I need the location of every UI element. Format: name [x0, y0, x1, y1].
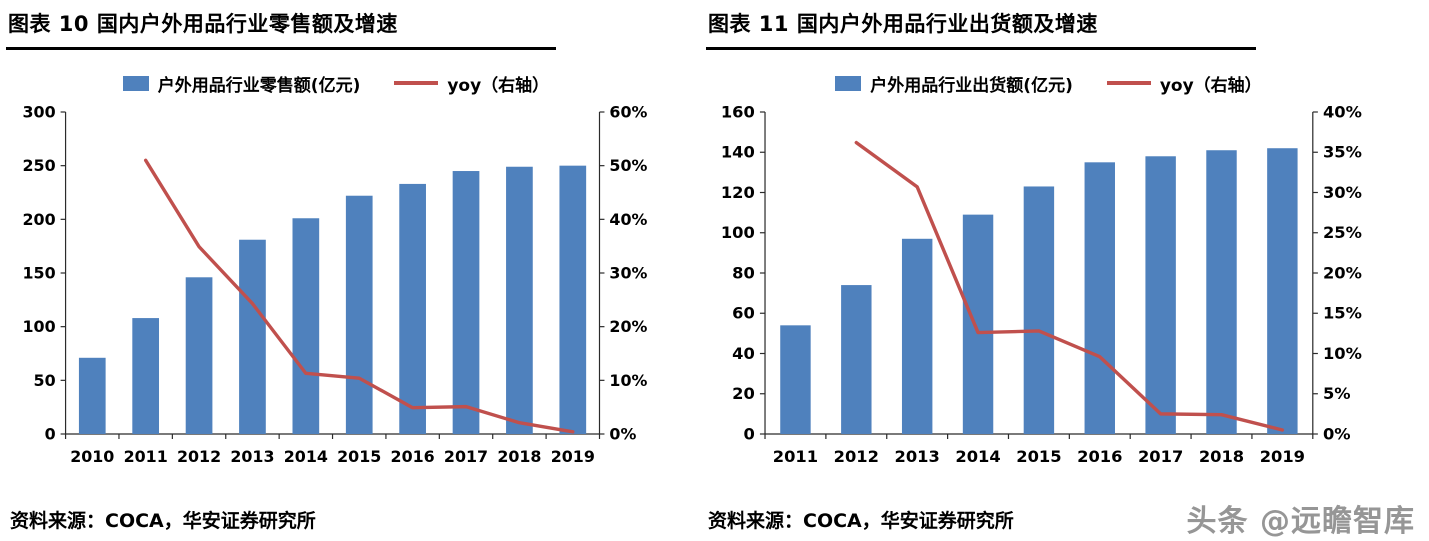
- x-axis-tick-label: 2011: [773, 447, 818, 466]
- legend-label-retail-bars: 户外用品行业零售额(亿元): [157, 75, 361, 96]
- legend-label-shipment-bars: 户外用品行业出货额(亿元): [870, 75, 1073, 96]
- legend-item-shipment-yoy: yoy（右轴）: [1106, 71, 1262, 96]
- bar-2016: [1084, 162, 1115, 434]
- right-axis-tick-label: 20%: [1323, 264, 1362, 283]
- bar-2017: [452, 171, 480, 434]
- yoy-line: [143, 158, 575, 434]
- retail-chart-svg: 0 50 100 150 200 250 300 0% 10% 20% 30% 40% 50% 60% 20…: [23, 102, 648, 466]
- bar-2014: [292, 218, 320, 434]
- left-axis-tick-label: 100: [23, 317, 56, 336]
- legend-item-retail-yoy: yoy（右轴）: [394, 71, 549, 96]
- right-axis-tick-label: 35%: [1323, 143, 1362, 162]
- legend-label-retail-yoy: yoy（右轴）: [447, 75, 550, 96]
- bar-2013: [901, 238, 933, 434]
- x-axis-tick-label: 2013: [230, 447, 274, 466]
- x-axis-tick-label: 2014: [955, 447, 1000, 466]
- left-axis-tick-label: 100: [721, 223, 755, 242]
- right-axis-tick-label: 40%: [609, 210, 647, 229]
- x-axis-tick-label: 2016: [391, 447, 435, 466]
- yoy-line: [854, 140, 1285, 432]
- x-axis-tick-label: 2015: [337, 447, 381, 466]
- bar-2016: [399, 183, 426, 434]
- bar-2015: [345, 195, 373, 434]
- bar-2011: [780, 325, 811, 434]
- x-axis-tick-label: 2012: [834, 447, 879, 466]
- x-axis-tick-label: 2014: [284, 447, 328, 466]
- shipment-chart-svg: 0 20 40 60 80 100 120 140 160 0% 5% 10% 15% 20% 25% 30%…: [721, 103, 1362, 466]
- left-axis-tick-label: 300: [23, 102, 56, 121]
- left-axis-tick-label: 80: [732, 264, 755, 283]
- x-axis-tick-label: 2017: [1138, 447, 1183, 466]
- bar-2019: [559, 165, 587, 434]
- bar-series-swatch: [122, 75, 149, 91]
- retail-chart-legend: 户外用品行业零售额(亿元) yoy（右轴）: [6, 70, 666, 96]
- figure-shipment-source: 资料来源：COCA，华安证券研究所: [708, 510, 1014, 532]
- x-axis-tick-label: 2018: [497, 447, 541, 466]
- line-series-swatch: [1106, 81, 1151, 85]
- right-axis-tick-label: 30%: [1323, 183, 1362, 202]
- x-axis-tick-label: 2019: [551, 447, 595, 466]
- figure-retail-title: 图表 10 国内户外用品行业零售额及增速: [6, 0, 556, 50]
- left-axis-tick-label: 200: [23, 210, 56, 229]
- left-axis-tick-label: 120: [721, 183, 755, 202]
- left-axis-tick-label: 150: [23, 263, 56, 282]
- x-axis-tick-label: 2015: [1016, 447, 1061, 466]
- right-axis-tick-label: 10%: [1323, 344, 1362, 363]
- bar-2015: [1023, 186, 1055, 434]
- bar-2011: [132, 318, 160, 434]
- legend-label-shipment-yoy: yoy（右轴）: [1159, 75, 1262, 96]
- bar-2017: [1145, 156, 1176, 434]
- left-axis-tick-label: 40: [732, 344, 755, 363]
- x-axis-tick-label: 2017: [444, 447, 488, 466]
- line-series-swatch: [394, 81, 439, 85]
- right-axis-tick-label: 15%: [1323, 304, 1362, 323]
- legend-item-retail-bars: 户外用品行业零售额(亿元): [122, 71, 361, 96]
- bar-2018: [506, 166, 533, 434]
- x-axis-tick-label: 2012: [177, 447, 221, 466]
- left-axis-tick-label: 50: [34, 371, 56, 390]
- legend-item-shipment-bars: 户外用品行业出货额(亿元): [835, 71, 1073, 96]
- bar-2018: [1206, 150, 1237, 435]
- left-axis-tick-label: 0: [45, 424, 56, 443]
- x-axis-tick-label: 2016: [1077, 447, 1122, 466]
- right-axis-tick-label: 0%: [609, 424, 636, 443]
- bar-2012: [841, 285, 872, 434]
- left-axis-tick-label: 60: [732, 304, 755, 323]
- figure-shipment-title: 图表 11 国内户外用品行业出货额及增速: [706, 0, 1256, 50]
- right-axis-tick-label: 60%: [609, 102, 647, 121]
- right-axis-tick-label: 40%: [1323, 103, 1362, 122]
- bar-series-swatch: [835, 75, 862, 91]
- left-axis-tick-label: 20: [732, 384, 755, 403]
- right-axis-tick-label: 20%: [609, 317, 647, 336]
- bar-2012: [185, 277, 213, 434]
- bar-2013: [239, 239, 266, 434]
- right-axis-tick-label: 50%: [609, 156, 647, 175]
- left-axis-tick-label: 0: [744, 425, 755, 444]
- right-axis-tick-label: 30%: [609, 263, 647, 282]
- x-axis-tick-label: 2019: [1260, 447, 1305, 466]
- figure-retail-source: 资料来源：COCA，华安证券研究所: [10, 510, 316, 532]
- bar-2019: [1267, 148, 1298, 434]
- x-axis-tick-label: 2011: [124, 447, 168, 466]
- right-axis-tick-label: 10%: [609, 371, 647, 390]
- left-axis-tick-label: 140: [721, 143, 755, 162]
- watermark: 头条 @远瞻智库: [1186, 504, 1415, 539]
- bar-2010: [78, 357, 106, 434]
- x-axis-tick-label: 2018: [1199, 447, 1244, 466]
- figure-retail: 图表 10 国内户外用品行业零售额及增速 户外用品行业零售额(亿元) yoy（右…: [6, 0, 666, 532]
- x-axis-tick-label: 2013: [895, 447, 940, 466]
- right-axis-tick-label: 5%: [1323, 384, 1351, 403]
- x-axis-tick-label: 2010: [70, 447, 114, 466]
- right-axis-tick-label: 25%: [1323, 223, 1362, 242]
- bar-2014: [962, 214, 994, 434]
- right-axis-tick-label: 0%: [1323, 425, 1351, 444]
- figure-shipment: 图表 11 国内户外用品行业出货额及增速 户外用品行业出货额(亿元) yoy（右…: [706, 0, 1391, 532]
- shipment-chart-legend: 户外用品行业出货额(亿元) yoy（右轴）: [706, 70, 1391, 96]
- left-axis-tick-label: 160: [721, 103, 755, 122]
- left-axis-tick-label: 250: [23, 156, 56, 175]
